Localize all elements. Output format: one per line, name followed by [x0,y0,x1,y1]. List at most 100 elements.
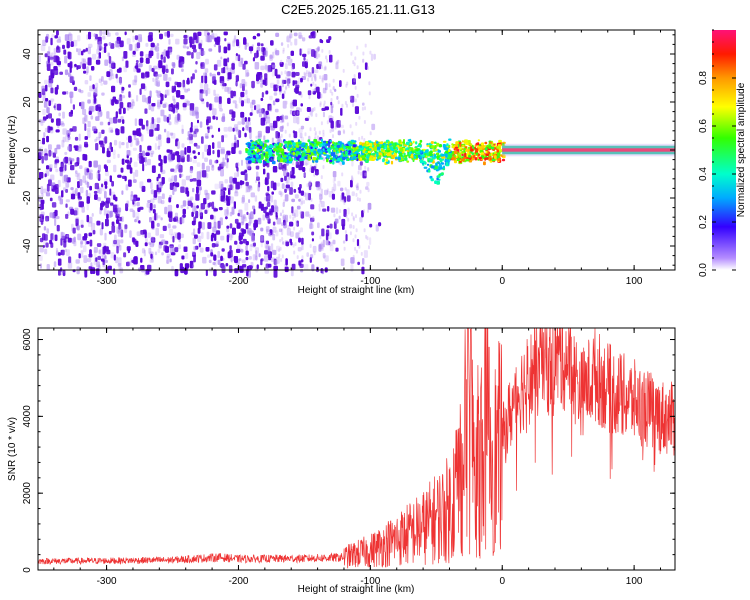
spectrogram-signal-cell [294,147,297,151]
spectrogram-noise-cell [67,262,73,269]
spectrogram-noise-cell [254,253,258,260]
spectrogram-noise-cell [86,66,89,74]
spectrogram-noise-cell [103,46,107,53]
spectrogram-noise-cell [321,201,325,208]
spectrogram-noise-cell [135,212,140,220]
spectrogram-noise-cell [86,214,89,223]
spectrogram-noise-cell [255,255,258,261]
spectrogram-noise-cell [300,125,305,130]
spectrogram-noise-cell [229,196,234,204]
spectrogram-noise-cell [51,184,54,192]
spectrogram-signal-cell [312,156,316,161]
spectrogram-noise-cell [225,161,229,169]
spectrogram-noise-cell [157,196,162,204]
spectrogram-signal-cell [290,157,293,161]
spectrogram-noise-cell [93,247,98,253]
spectrogram-noise-cell [322,165,325,169]
spectrogram-noise-cell [72,126,77,132]
spectrogram-noise-cell [266,172,270,180]
spectrogram-noise-cell [46,228,49,234]
spectrogram-noise-cell [50,233,54,240]
spectrogram-noise-cell [118,108,122,115]
spectrogram-noise-cell [274,259,278,266]
spectrogram-signal-cell [433,141,437,144]
spectrogram-noise-cell [68,256,72,264]
spectrogram-noise-cell [355,121,358,126]
spectrogram-noise-cell [176,204,179,209]
spectrogram-noise-cell [144,269,148,276]
spectrogram-noise-cell [155,46,160,52]
spectrogram-noise-cell [88,216,93,224]
spectrogram-noise-cell [44,149,48,154]
spectrogram-noise-cell [65,203,68,208]
spectrogram-noise-cell [309,223,314,229]
spectrogram-noise-cell [154,143,157,151]
spectrogram-signal-cell [287,148,291,151]
spectrogram-noise-cell [86,181,90,188]
spectrogram-noise-cell [250,243,253,247]
spectrogram-noise-cell [144,108,148,114]
spectrogram-noise-cell [272,51,275,59]
spectrogram-signal-cell [265,149,269,152]
spectrogram-noise-cell [106,52,110,57]
spectrogram-noise-cell [213,89,216,96]
spectrogram-noise-cell [106,71,111,77]
spectrogram-signal-cell [287,140,292,145]
spectrogram-signal-cell [468,143,472,146]
spectrogram-noise-cell [158,139,162,147]
spectrogram-noise-cell [267,103,272,111]
spectrogram-noise-cell [47,52,51,59]
spectrogram-noise-cell [106,210,110,214]
spectrogram-noise-cell [99,30,102,37]
spectrogram-noise-cell [149,242,154,248]
spectrogram-noise-cell [194,106,199,115]
spectrogram-noise-cell [354,234,357,239]
spectrogram-noise-cell [239,265,244,273]
spectrogram-noise-cell [248,256,252,260]
spectrogram-noise-cell [269,208,272,215]
spectrogram-noise-cell [204,72,208,77]
spectrogram-noise-cell [325,239,330,246]
spectrogram-noise-cell [141,124,145,130]
spectrogram-noise-cell [54,234,58,242]
spectrogram-noise-cell [264,250,269,255]
spectrogram-noise-cell [229,245,232,251]
spectrogram-noise-cell [240,91,245,98]
spectrogram-noise-cell [200,63,205,67]
spectrogram-noise-cell [117,118,122,123]
spectrogram-noise-cell [297,80,300,85]
spectrogram-noise-cell [234,188,238,194]
spectrogram-noise-cell [116,245,119,254]
spectrogram-noise-cell [206,165,210,172]
spectrogram-noise-cell [323,255,326,259]
spectrogram-noise-cell [155,227,159,236]
spectrogram-noise-cell [145,238,148,243]
spectrogram-signal-cell [264,153,269,157]
spectrogram-noise-cell [66,41,70,49]
spectrogram-noise-cell [152,209,156,214]
spectrogram-noise-cell [161,239,166,245]
spectrogram-noise-cell [168,38,171,45]
spectrogram-noise-cell [70,208,74,215]
spectrogram-noise-cell [250,261,254,268]
spectrogram-noise-cell [264,255,269,262]
spectrogram-noise-cell [56,46,61,53]
spectrogram-noise-cell [90,222,96,231]
spectrogram-noise-cell [156,90,161,97]
spectrogram-noise-cell [133,179,137,183]
spectrogram-noise-cell [359,161,363,166]
spectrogram-noise-cell [129,150,132,156]
spectrogram-noise-cell [285,184,290,189]
spectrogram-noise-cell [269,55,273,61]
spectrogram-noise-cell [156,82,160,87]
spectrogram-signal-cell [419,139,423,143]
spectrogram-noise-cell [255,135,260,139]
spectrogram-noise-cell [111,73,115,80]
spectrogram-noise-cell [280,42,284,46]
spectrogram-noise-cell [173,217,177,222]
spectrogram-noise-cell [209,72,212,77]
spectrogram-noise-cell [186,206,189,210]
spectrogram-noise-cell [292,243,295,248]
spectrogram-noise-cell [49,197,53,202]
spectrogram-noise-cell [139,57,144,63]
